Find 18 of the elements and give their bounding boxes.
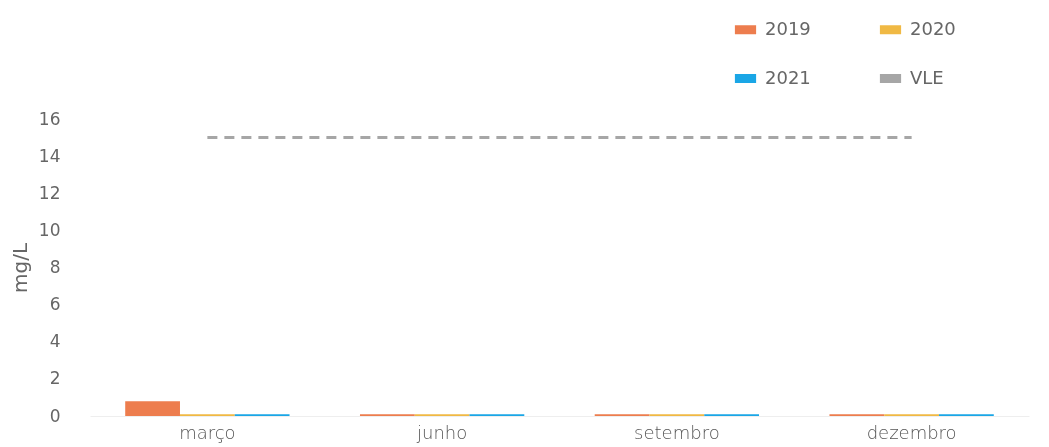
- legend-label: 2021: [765, 66, 811, 88]
- y-tick-label: 14: [38, 145, 61, 166]
- x-tick-label: março: [179, 421, 236, 443]
- y-tick-label: 10: [38, 219, 61, 240]
- y-axis-title: mg/L: [7, 242, 32, 294]
- y-tick-label: 8: [49, 257, 61, 277]
- y-tick-label: 4: [49, 331, 61, 352]
- y-tick-label: 6: [49, 294, 61, 315]
- y-tick-label: 2: [49, 368, 61, 389]
- x-tick-label: junho: [416, 421, 468, 443]
- y-tick-label: 0: [49, 405, 61, 426]
- y-tick-label: 12: [38, 182, 61, 203]
- y-tick-label: 16: [38, 108, 61, 129]
- x-tick-label: dezembro: [866, 421, 957, 443]
- legend-label: 2020: [910, 17, 956, 39]
- legend-label: 2019: [765, 17, 811, 39]
- legend-label: VLE: [910, 66, 944, 88]
- x-tick-label: setembro: [634, 421, 720, 443]
